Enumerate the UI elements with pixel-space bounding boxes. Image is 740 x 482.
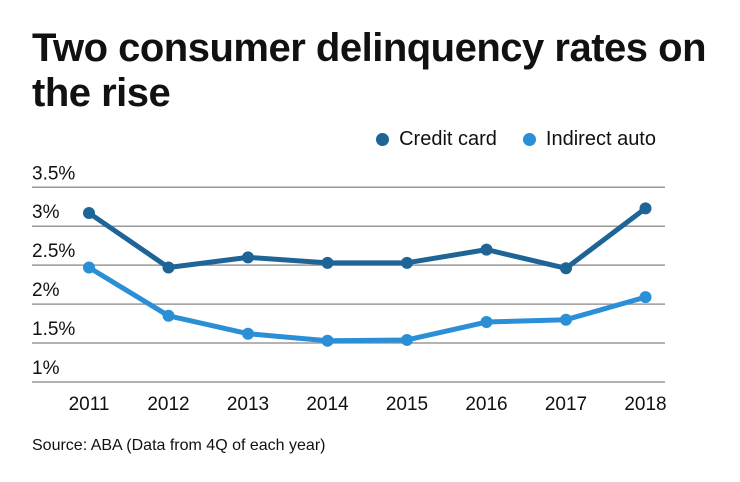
- data-point: [162, 261, 175, 274]
- x-tick-label: 2014: [306, 394, 349, 415]
- legend-label: Indirect auto: [545, 128, 656, 150]
- x-tick-label: 2013: [227, 394, 269, 415]
- chart-title: Two consumer delinquency rates on the ri…: [32, 26, 707, 115]
- data-point: [639, 291, 652, 304]
- y-tick-label: 2.5%: [32, 241, 75, 262]
- data-point: [480, 316, 493, 329]
- legend-marker-indirect-auto: [522, 133, 536, 146]
- legend: Credit card Indirect auto: [376, 128, 656, 151]
- series-line-indirect-auto: [87, 265, 647, 344]
- data-point: [480, 243, 493, 256]
- source-note: Source: ABA (Data from 4Q of each year): [32, 437, 326, 454]
- x-tick-label: 2016: [465, 394, 507, 415]
- data-point: [560, 262, 572, 275]
- legend-marker-credit-card: [376, 133, 390, 146]
- legend-item-indirect-auto: Indirect auto: [522, 128, 656, 151]
- x-tick-label: 2012: [147, 394, 189, 415]
- series-line-credit-card: [87, 206, 648, 271]
- data-point: [242, 327, 254, 340]
- data-point: [321, 334, 334, 347]
- y-tick-label: 3.5%: [32, 163, 75, 184]
- data-point: [162, 309, 175, 322]
- x-tick-label: 2011: [69, 394, 110, 415]
- data-point: [242, 251, 254, 264]
- legend-label: Credit card: [399, 128, 497, 150]
- data-point: [321, 256, 334, 269]
- data-point: [83, 261, 95, 274]
- legend-item-credit-card: Credit card: [376, 128, 497, 151]
- y-tick-label: 1.5%: [32, 319, 75, 340]
- data-point: [83, 207, 95, 220]
- x-tick-label: 2018: [624, 394, 666, 415]
- x-tick-label: 2015: [386, 394, 428, 415]
- data-point: [639, 202, 652, 215]
- y-tick-label: 1%: [32, 358, 60, 379]
- y-tick-label: 3%: [32, 202, 60, 223]
- y-tick-label: 2%: [32, 280, 60, 301]
- data-point: [560, 313, 572, 326]
- data-point: [401, 256, 413, 269]
- x-tick-label: 2017: [545, 394, 587, 415]
- data-point: [401, 333, 413, 346]
